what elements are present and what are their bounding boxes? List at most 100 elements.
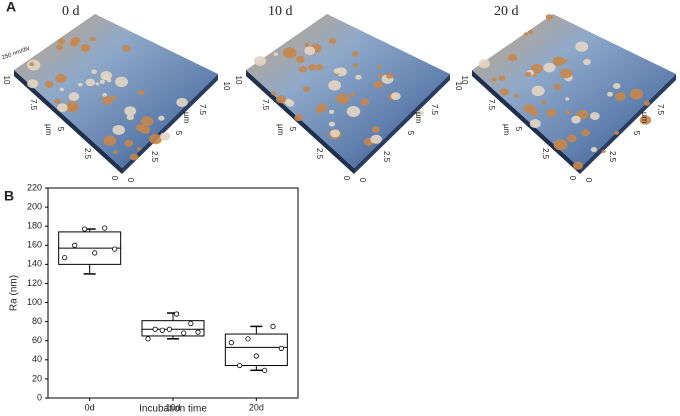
data-point bbox=[253, 353, 259, 359]
axis-tick-label: 2.5 bbox=[382, 151, 391, 163]
surface-grain bbox=[360, 98, 370, 106]
axis-tick-label: 2.5 bbox=[83, 148, 92, 160]
surface-grain bbox=[317, 103, 327, 112]
surface-grain bbox=[629, 88, 644, 100]
surface-grain bbox=[643, 100, 651, 106]
axis-tick-label: 7.5 bbox=[198, 104, 207, 116]
surface-grain bbox=[546, 108, 557, 117]
surface-grain bbox=[158, 115, 165, 121]
surface-grain bbox=[498, 75, 506, 81]
surface-grain bbox=[527, 29, 534, 35]
axis-tick-label: 0 bbox=[342, 176, 351, 181]
y-tick-label: 120 bbox=[27, 278, 42, 288]
surface-base bbox=[580, 74, 676, 174]
surface-grain bbox=[57, 38, 66, 45]
surface-grain bbox=[523, 104, 536, 114]
surface-grain bbox=[390, 92, 401, 100]
surface-base bbox=[472, 70, 580, 174]
axis-tick-label: 10 bbox=[222, 82, 231, 91]
y-tick-label: 20 bbox=[32, 373, 42, 383]
axis-tick-label: 10 bbox=[454, 82, 463, 91]
axis-tick-label: 7.5 bbox=[29, 99, 38, 111]
surface-grain bbox=[149, 133, 163, 145]
data-point bbox=[270, 323, 276, 330]
axis-tick-label: 2.5 bbox=[150, 151, 159, 163]
surface-grain bbox=[56, 44, 64, 51]
surface-base bbox=[246, 70, 354, 174]
axis-tick-label: 0 bbox=[110, 176, 119, 181]
surface-grain bbox=[29, 62, 35, 67]
surface-grain bbox=[328, 109, 335, 115]
surface-grain bbox=[531, 85, 545, 97]
x-axis-label: Incubation time bbox=[139, 404, 207, 415]
surface-grain bbox=[373, 80, 384, 89]
surface-grain bbox=[77, 82, 83, 87]
surface-grain bbox=[571, 115, 581, 124]
afm-image: 10 d 0 0 2.5 2.5 5 5 7.5 7.5 10 10 µm µm bbox=[234, 4, 463, 183]
surface-grain bbox=[333, 68, 341, 74]
surface-grain bbox=[601, 149, 606, 154]
panel-label: B bbox=[4, 188, 14, 204]
surface-base bbox=[122, 74, 218, 174]
y-tick-label: 100 bbox=[27, 297, 42, 307]
surface-base bbox=[14, 70, 122, 174]
surface-grain bbox=[282, 47, 297, 59]
axis-tick-label: 5 bbox=[406, 131, 415, 136]
axis-tick-label: 5 bbox=[514, 127, 523, 132]
surface-grain bbox=[124, 139, 134, 147]
x-tick-label: 10d bbox=[165, 402, 180, 412]
x-tick-label: 0d bbox=[85, 402, 95, 412]
surface-grain bbox=[59, 87, 65, 92]
axis-tick-label: 10 bbox=[2, 76, 11, 85]
surface-grain bbox=[530, 63, 543, 74]
surface bbox=[472, 14, 676, 168]
surface-grain bbox=[416, 110, 425, 117]
surface-grain bbox=[491, 77, 497, 82]
surface-grain bbox=[122, 45, 131, 52]
surface-grain bbox=[95, 82, 100, 86]
surface-grain bbox=[353, 63, 358, 68]
surface-grain bbox=[553, 83, 562, 91]
surface-grain bbox=[523, 32, 528, 36]
surface-grain bbox=[56, 103, 68, 113]
surface-grain bbox=[328, 121, 336, 127]
axis-tick-label: 5 bbox=[632, 131, 641, 136]
axis-unit: µm bbox=[182, 112, 191, 124]
surface-grain bbox=[275, 95, 287, 104]
surface-grain bbox=[55, 73, 67, 83]
data-point bbox=[166, 326, 173, 332]
surface-grain bbox=[525, 71, 532, 77]
data-point bbox=[245, 336, 251, 342]
surface-grain bbox=[614, 130, 620, 135]
data-point bbox=[173, 311, 180, 317]
z-scale: 250 nm/div bbox=[1, 46, 31, 62]
surface-grain bbox=[130, 153, 139, 161]
surface-grain bbox=[270, 91, 277, 96]
axis-unit: µm bbox=[502, 124, 511, 136]
surface-grain bbox=[124, 106, 137, 116]
data-point bbox=[228, 340, 234, 346]
surface-grain bbox=[328, 80, 342, 91]
surface-grain bbox=[351, 51, 359, 57]
surface-grain bbox=[355, 74, 362, 80]
surface-grain bbox=[589, 112, 600, 120]
data-point bbox=[112, 246, 118, 252]
surface-grain bbox=[330, 129, 340, 138]
surface-grain bbox=[572, 161, 584, 170]
data-point bbox=[62, 255, 68, 261]
surface-grain bbox=[552, 56, 565, 67]
surface-grain bbox=[111, 95, 117, 100]
axis-tick-label: 7.5 bbox=[261, 99, 270, 111]
surface-grain bbox=[565, 97, 570, 101]
surface-grain bbox=[639, 115, 652, 125]
surface-grain bbox=[576, 110, 589, 120]
surface-grain bbox=[607, 91, 614, 97]
data-point bbox=[262, 367, 268, 373]
data-point bbox=[278, 345, 284, 351]
surface-grain bbox=[136, 147, 141, 151]
y-tick-label: 60 bbox=[32, 335, 42, 345]
surface-grain bbox=[80, 44, 91, 52]
surface-grain bbox=[346, 106, 361, 117]
surface-grain bbox=[302, 86, 311, 92]
